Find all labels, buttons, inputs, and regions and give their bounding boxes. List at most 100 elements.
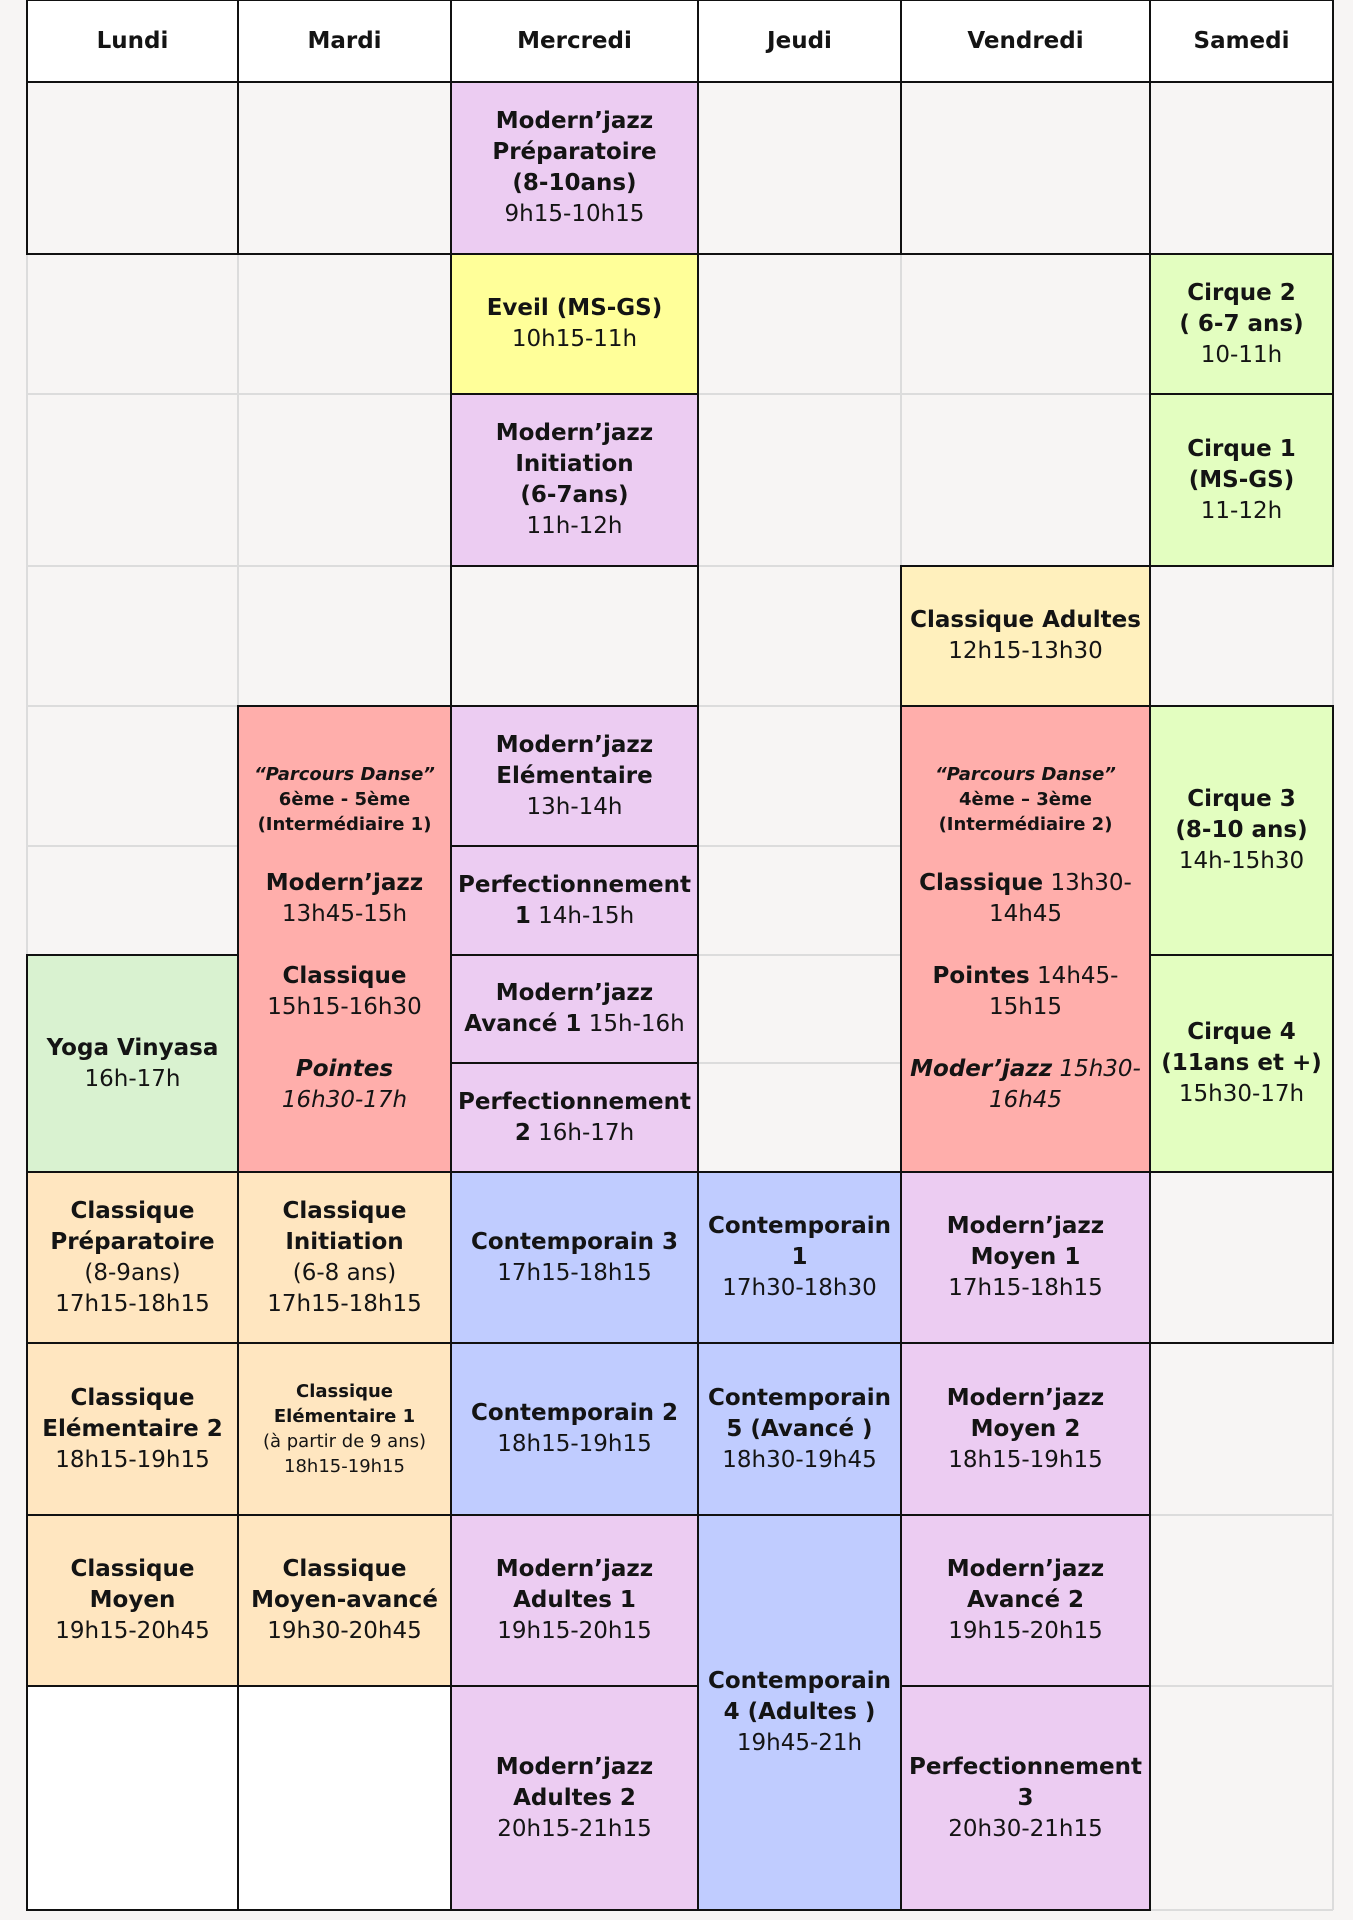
day-name: Mardi bbox=[307, 28, 382, 54]
parcours-line: Classique 13h30- bbox=[919, 868, 1132, 899]
course-title: Contemporain bbox=[707, 1384, 891, 1411]
course-line: 1 14h-15h bbox=[515, 901, 634, 932]
day-name: Lundi bbox=[96, 28, 169, 54]
course-time: 19h45-21h bbox=[736, 1730, 863, 1756]
course-cell-perf2: Perfectionnement 2 16h-17h bbox=[450, 1062, 699, 1173]
course-time: 10-11h bbox=[1200, 341, 1283, 368]
parcours-title: “Parcours Danse” bbox=[254, 764, 435, 785]
course-title: Yoga Vinyasa bbox=[46, 1034, 219, 1061]
empty-slot bbox=[1149, 81, 1334, 255]
course-time: 19h30-20h45 bbox=[267, 1618, 422, 1644]
course-cell-cl-moyen: Classique Moyen 19h15-20h45 bbox=[26, 1514, 239, 1687]
course-time: 17h15-18h15 bbox=[497, 1259, 652, 1286]
course-age-note: (à partir de 9 ans) bbox=[262, 1431, 427, 1452]
course-time: 16h-17h bbox=[84, 1065, 181, 1092]
empty-slot bbox=[237, 81, 452, 255]
day-header-mercredi: Mercredi bbox=[450, 0, 699, 83]
course-title: ( 6-7 ans) bbox=[1179, 310, 1304, 337]
parcours-course: Moder’jazz bbox=[910, 1056, 1053, 1082]
course-cell-mj-preparatoire: Modern’jazz Préparatoire (8-10ans) 9h15-10h… bbox=[450, 81, 699, 255]
parcours-group: (Intermédiaire 2) bbox=[938, 814, 1113, 835]
parcours-course: Pointes bbox=[295, 1056, 394, 1082]
course-title: (6-7ans) bbox=[520, 482, 629, 508]
course-title: (11ans et +) bbox=[1161, 1050, 1322, 1076]
course-line: Avancé 1 15h-16h bbox=[464, 1009, 684, 1040]
course-title: Contemporain 2 bbox=[470, 1400, 678, 1426]
course-title: Perfectionnement bbox=[458, 871, 691, 898]
course-time: 19h15-20h15 bbox=[948, 1618, 1103, 1644]
course-cell-cl-initiation: Classique Initiation (6-8 ans) 17h15-18h15 bbox=[237, 1171, 452, 1344]
course-cell-cl-elementaire1: Classique Elémentaire 1 (à partir de 9 ans… bbox=[237, 1342, 452, 1516]
course-cell-mj-adultes1: Modern’jazz Adultes 1 19h15-20h15 bbox=[450, 1514, 699, 1687]
course-title: Classique bbox=[295, 1381, 394, 1402]
course-cell-mj-moyen1: Modern’jazz Moyen 1 17h15-18h15 bbox=[900, 1171, 1151, 1344]
course-cell-cirque4: Cirque 4 (11ans et +) 15h30-17h bbox=[1149, 954, 1334, 1173]
day-header-lundi: Lundi bbox=[26, 0, 239, 83]
course-cell-cl-elementaire2: Classique Elémentaire 2 18h15-19h15 bbox=[26, 1342, 239, 1516]
course-title: Classique bbox=[282, 1197, 407, 1224]
empty-slot bbox=[26, 1685, 239, 1911]
course-cell-parcours-danse-mardi: “Parcours Danse” 6ème - 5ème (Intermédiair… bbox=[237, 705, 452, 1173]
course-time: 18h15-19h15 bbox=[948, 1446, 1103, 1473]
parcours-time: 14h45 bbox=[988, 901, 1063, 927]
course-title: Moyen-avancé bbox=[251, 1587, 438, 1613]
course-title: Préparatoire bbox=[50, 1228, 215, 1255]
course-cell-mj-adultes2: Modern’jazz Adultes 2 20h15-21h15 bbox=[450, 1685, 699, 1911]
course-age-note: (8-9ans) bbox=[84, 1259, 181, 1286]
course-title: Adultes 2 bbox=[513, 1784, 636, 1811]
course-title: 1 bbox=[791, 1244, 808, 1270]
course-cell-mj-initiation: Modern’jazz Initiation (6-7ans) 11h-12h bbox=[450, 393, 699, 567]
course-cell-cl-moyen-avance: Classique Moyen-avancé 19h30-20h45 bbox=[237, 1514, 452, 1687]
course-time: 14h-15h30 bbox=[1178, 848, 1305, 874]
empty-slot bbox=[450, 565, 699, 707]
course-title: Modern’jazz bbox=[495, 1753, 654, 1780]
course-cell-contemp3: Contemporain 3 17h15-18h15 bbox=[450, 1171, 699, 1344]
course-title: Modern’jazz bbox=[946, 1213, 1105, 1239]
course-time: 17h30-18h30 bbox=[722, 1275, 877, 1301]
course-cell-classique-adultes: Classique Adultes 12h15-13h30 bbox=[900, 565, 1151, 707]
course-title: Avancé 2 bbox=[966, 1587, 1085, 1613]
parcours-group: (Intermédiaire 1) bbox=[257, 814, 432, 835]
day-header-jeudi: Jeudi bbox=[697, 0, 902, 83]
course-time: 18h15-19h15 bbox=[497, 1431, 652, 1457]
course-cell-eveil: Eveil (MS-GS) 10h15-11h bbox=[450, 253, 699, 395]
parcours-time: 13h30- bbox=[1050, 870, 1132, 896]
course-cell-parcours-danse-vendredi: “Parcours Danse” 4ème – 3ème (Intermédiair… bbox=[900, 705, 1151, 1173]
parcours-level: 4ème – 3ème bbox=[959, 789, 1092, 810]
empty-slot bbox=[1149, 1171, 1334, 1344]
parcours-line: Pointes 14h45- bbox=[933, 961, 1119, 992]
course-cell-cirque2: Cirque 2 ( 6-7 ans) 10-11h bbox=[1149, 253, 1334, 395]
course-title: Cirque 1 bbox=[1187, 435, 1296, 462]
parcours-course: Pointes bbox=[932, 963, 1030, 989]
course-title: Modern’jazz bbox=[946, 1384, 1105, 1411]
course-time: 18h15-19h15 bbox=[284, 1456, 405, 1477]
course-cell-yoga: Yoga Vinyasa 16h-17h bbox=[26, 954, 239, 1173]
empty-slot bbox=[26, 81, 239, 255]
day-name: Vendredi bbox=[967, 28, 1084, 54]
course-title: Cirque 2 bbox=[1187, 279, 1296, 306]
course-title: Adultes 1 bbox=[513, 1587, 636, 1613]
parcours-course: Classique bbox=[919, 870, 1044, 896]
course-title: Contemporain bbox=[707, 1668, 891, 1694]
parcours-time: 15h30- bbox=[1059, 1056, 1141, 1082]
course-cell-perf1: Perfectionnement 1 14h-15h bbox=[450, 845, 699, 956]
course-time: 10h15-11h bbox=[511, 326, 638, 352]
course-title: Contemporain bbox=[707, 1213, 891, 1239]
course-level: 1 bbox=[514, 902, 531, 929]
course-title: Moyen bbox=[89, 1587, 176, 1613]
course-title: Moyen 1 bbox=[970, 1244, 1081, 1270]
course-title: 3 bbox=[1017, 1784, 1034, 1811]
course-time: 16h-17h bbox=[538, 1119, 635, 1146]
course-cell-mj-moyen2: Modern’jazz Moyen 2 18h15-19h15 bbox=[900, 1342, 1151, 1516]
course-cell-contemp5: Contemporain 5 (Avancé ) 18h30-19h45 bbox=[697, 1342, 902, 1516]
course-cell-cirque3: Cirque 3 (8-10 ans) 14h-15h30 bbox=[1149, 705, 1334, 956]
course-title: Classique bbox=[70, 1384, 195, 1411]
course-title: Modern’jazz bbox=[495, 1556, 654, 1582]
course-time: 9h15-10h15 bbox=[504, 201, 645, 227]
course-time: 17h15-18h15 bbox=[267, 1290, 422, 1317]
course-time: 13h-14h bbox=[526, 793, 623, 820]
day-header-vendredi: Vendredi bbox=[900, 0, 1151, 83]
course-title: Perfectionnement bbox=[909, 1753, 1142, 1780]
course-title: Classique bbox=[70, 1556, 195, 1582]
